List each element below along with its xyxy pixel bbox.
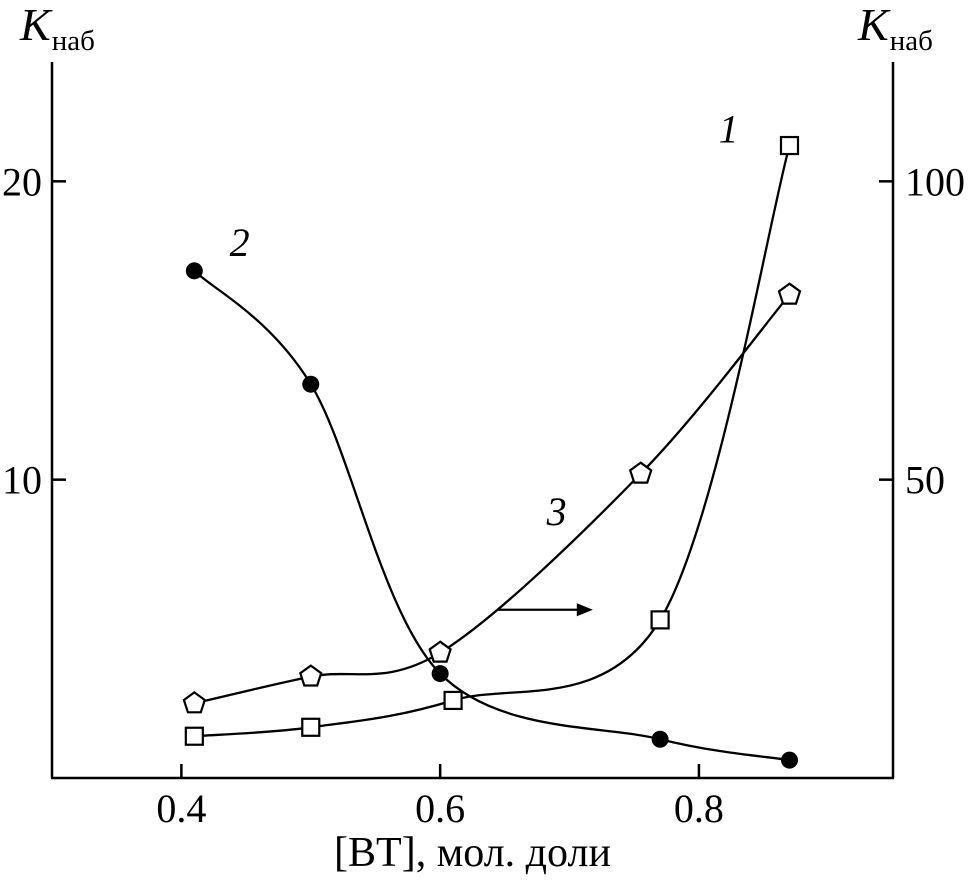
left-axis-title: Kнаб xyxy=(20,0,95,56)
right-axis-tick-label: 100 xyxy=(905,159,965,204)
marker-open-pentagon xyxy=(428,640,452,663)
right-axis-tick-label: 50 xyxy=(905,458,945,503)
right-axis-title-main: K xyxy=(858,0,889,50)
left-axis-tick-label: 20 xyxy=(2,159,42,204)
x-axis-tick-label: 0.6 xyxy=(415,786,465,831)
series-label-1: 1 xyxy=(719,107,739,152)
left-axis-tick-label: 10 xyxy=(2,458,42,503)
left-axis-title-sub: наб xyxy=(51,25,95,57)
curve-series-3 xyxy=(194,293,791,705)
curve-series-1 xyxy=(194,145,791,738)
x-axis-tick-label: 0.8 xyxy=(674,786,724,831)
marker-open-pentagon xyxy=(182,691,207,714)
marker-open-square xyxy=(443,690,463,711)
right-axis-pointer-arrowhead xyxy=(576,603,593,617)
marker-open-square xyxy=(184,726,204,746)
marker-open-pentagon xyxy=(628,461,653,484)
marker-filled-circle xyxy=(185,262,203,280)
marker-open-pentagon xyxy=(299,664,323,687)
marker-filled-circle xyxy=(780,751,798,769)
curve-series-2 xyxy=(193,269,790,762)
series-label-2: 2 xyxy=(230,220,250,265)
marker-open-pentagon xyxy=(777,282,802,305)
marker-open-square xyxy=(779,135,800,156)
right-axis-title: Kнаб xyxy=(858,0,933,56)
right-axis-title-sub: наб xyxy=(889,25,933,57)
marker-filled-circle xyxy=(431,665,449,683)
x-axis-title: [BT], мол. доли xyxy=(334,830,611,876)
marker-filled-circle xyxy=(302,375,320,393)
marker-open-square xyxy=(301,717,321,737)
left-axis-title-main: K xyxy=(20,0,51,50)
x-axis-tick-label: 0.4 xyxy=(156,786,206,831)
marker-open-square xyxy=(650,610,670,630)
series-label-3: 3 xyxy=(546,489,567,534)
marker-filled-circle xyxy=(651,730,669,748)
